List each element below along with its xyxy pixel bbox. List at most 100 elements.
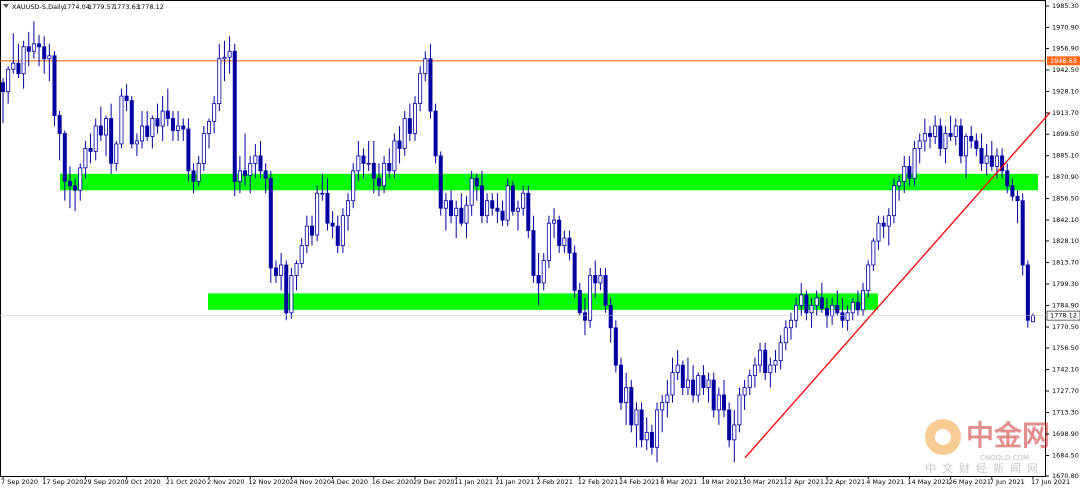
candle-body <box>237 170 242 182</box>
candle-body <box>155 118 160 127</box>
candle-body <box>598 275 603 284</box>
candle-body <box>655 409 660 448</box>
candle-body <box>928 133 933 137</box>
candle-body <box>510 185 515 212</box>
candle-body <box>814 297 819 306</box>
x-tick-label: 12 Apr 2021 <box>784 478 824 486</box>
candle-body <box>485 200 490 217</box>
y-tick-label: 1956.90 <box>1052 44 1079 52</box>
candle-body <box>958 125 963 157</box>
candle-body <box>114 143 119 164</box>
candle-body <box>170 118 175 131</box>
candle-body <box>464 204 469 224</box>
candle-body <box>26 46 31 52</box>
candle-body <box>572 252 577 291</box>
candle-body <box>418 73 423 104</box>
x-tick-label: 24 Feb 2021 <box>619 478 659 486</box>
x-tick-label: 9 Oct 2020 <box>125 478 161 486</box>
candle-body <box>521 192 526 209</box>
candle-body <box>871 240 876 266</box>
candle-body <box>140 125 145 142</box>
x-tick-label: 4 Dec 2020 <box>331 478 368 486</box>
candle-body <box>397 140 402 149</box>
candle-body <box>217 58 222 104</box>
candle-body <box>21 46 26 75</box>
candle-body <box>912 148 917 179</box>
open-value: 1774.04 <box>63 3 90 11</box>
candle-body <box>505 185 510 221</box>
candle-body <box>619 364 624 403</box>
candle-body <box>88 148 93 152</box>
candle-body <box>201 133 206 164</box>
x-tick-label: 21 Jan 2021 <box>495 478 534 486</box>
candle-body <box>62 133 67 182</box>
candle-body <box>438 155 443 209</box>
high-value: 1779.57 <box>88 3 115 11</box>
y-tick-label: 1698.90 <box>1052 430 1079 438</box>
candle-body <box>593 275 598 284</box>
candle-body <box>186 128 191 172</box>
candle-body <box>799 294 804 306</box>
candle-body <box>994 155 999 167</box>
candle-body <box>526 192 531 232</box>
candle-body <box>495 207 500 212</box>
x-tick-label: 29 Dec 2020 <box>413 478 455 486</box>
candle-body <box>577 289 582 314</box>
watermark-logo-inner <box>935 429 951 445</box>
candle-body <box>129 100 134 145</box>
candle-body <box>979 148 984 164</box>
candle-body <box>948 133 953 137</box>
candle-body <box>443 200 448 209</box>
x-tick-label: 29 Sep 2020 <box>83 478 124 486</box>
x-tick-label: 12 Feb 2021 <box>578 478 618 486</box>
y-tick-label: 1885.10 <box>1052 152 1079 160</box>
candle-body <box>109 118 114 164</box>
y-tick-label: 1842.10 <box>1052 216 1079 224</box>
y-tick-label: 1928.10 <box>1052 87 1079 95</box>
candle-body <box>552 219 557 224</box>
candle-body <box>711 379 716 411</box>
candle-body <box>840 312 845 321</box>
candle-body <box>1031 315 1036 323</box>
candle-body <box>387 162 392 172</box>
candle-body <box>273 267 278 276</box>
candle-body <box>536 275 541 284</box>
candle-body <box>546 222 551 261</box>
candle-body <box>670 372 675 396</box>
candle-body <box>57 115 62 134</box>
level-label-bg <box>1047 56 1080 66</box>
candle-body <box>804 294 809 314</box>
candle-body <box>1010 185 1015 197</box>
candle-body <box>660 402 665 411</box>
candle-body <box>1020 200 1025 266</box>
candle-body <box>376 177 381 187</box>
candle-body <box>191 170 196 182</box>
candle-body <box>1025 264 1030 321</box>
candle-body <box>119 95 124 145</box>
candle-body <box>361 155 366 164</box>
candle-body <box>52 55 57 116</box>
price-label: 1778.12 <box>1050 312 1077 320</box>
candle-body <box>902 165 907 182</box>
candle-body <box>366 162 371 165</box>
x-tick-label: 17 Jun 2021 <box>1031 478 1070 486</box>
y-tick-label: 1756.50 <box>1052 344 1079 352</box>
y-tick-label: 1828.10 <box>1052 237 1079 245</box>
candle-body <box>917 140 922 149</box>
candle-body <box>557 219 562 246</box>
candle-body <box>232 50 237 182</box>
y-tick-label: 1856.50 <box>1052 194 1079 202</box>
low-value: 1773.63 <box>113 3 140 11</box>
candle-body <box>47 55 52 60</box>
candle-body <box>78 167 83 191</box>
candle-body <box>294 263 299 276</box>
candle-body <box>861 289 866 311</box>
candle-body <box>1005 170 1010 187</box>
y-tick-label: 1784.90 <box>1052 301 1079 309</box>
candle-body <box>835 304 840 314</box>
candle-body <box>11 62 16 70</box>
candle-body <box>31 43 36 52</box>
candle-body <box>340 215 345 246</box>
candle-body <box>73 185 78 191</box>
candle-body <box>6 68 11 93</box>
